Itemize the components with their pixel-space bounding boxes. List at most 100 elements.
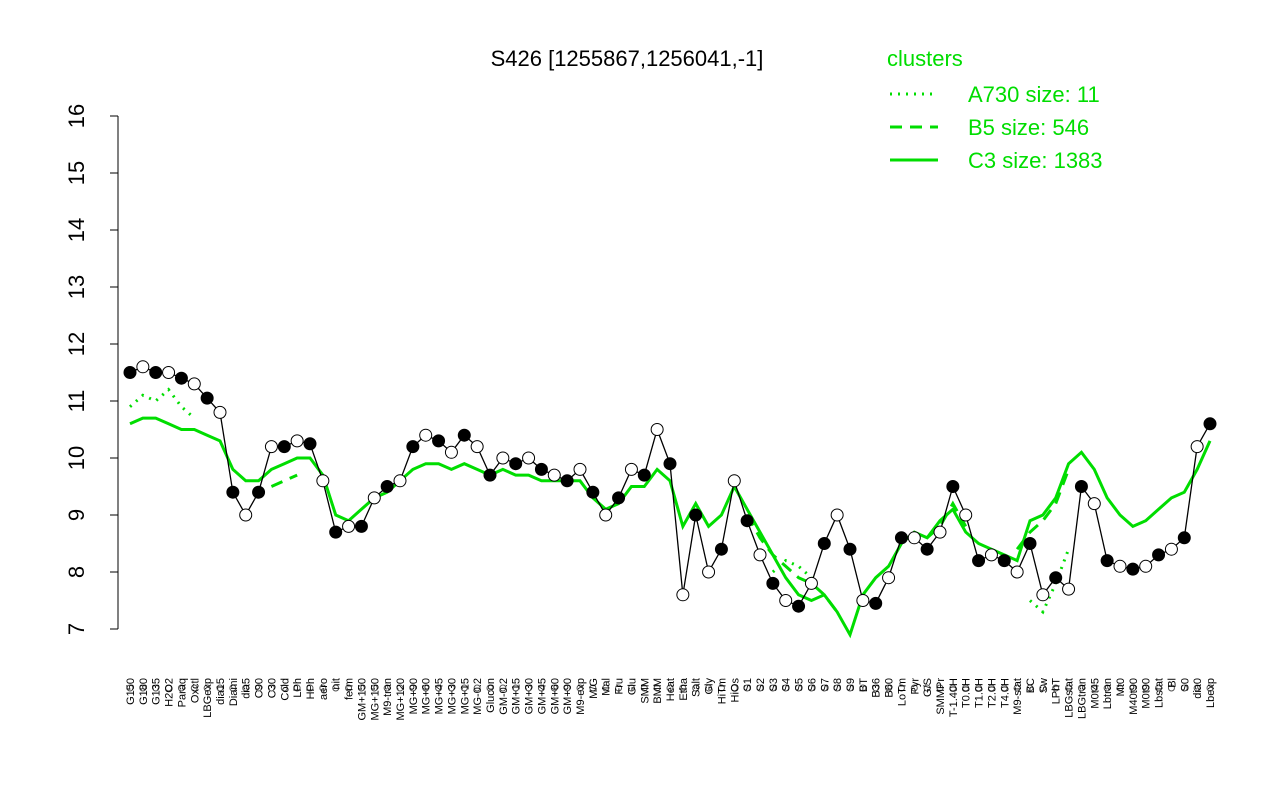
x-rug — [756, 684, 764, 692]
data-point — [123, 366, 137, 379]
x-rug — [1065, 684, 1073, 692]
x-rug — [422, 684, 430, 692]
data-point — [727, 474, 741, 488]
data-point — [560, 474, 574, 488]
y-tick-label: 13 — [64, 275, 89, 299]
x-tick-label: GM-0.2 — [498, 678, 510, 715]
cluster-line — [129, 387, 196, 420]
x-rug — [1193, 684, 1201, 692]
x-tick-label: G135 — [151, 678, 163, 705]
x-tick-label: M9-tran — [382, 678, 394, 716]
data-point — [650, 423, 664, 436]
x-rug — [242, 684, 250, 692]
x-rug — [563, 684, 571, 692]
x-tick-label: Fru — [614, 678, 626, 695]
x-tick-label: S5 — [794, 678, 806, 691]
legend-title: clusters — [887, 46, 963, 71]
x-tick-label: GM+30 — [524, 678, 536, 714]
data-point — [1177, 531, 1191, 545]
x-rug — [537, 684, 545, 692]
cluster-line — [745, 514, 839, 613]
x-rug — [190, 684, 198, 692]
data-point — [522, 451, 536, 465]
x-tick-label: GM+15 — [511, 678, 523, 714]
data-point — [444, 445, 458, 459]
x-tick-label: ferm — [344, 678, 356, 700]
x-rug — [910, 684, 918, 692]
x-tick-label: SMMPr — [935, 678, 947, 715]
x-rug — [717, 684, 725, 692]
x-rug — [615, 684, 623, 692]
x-rug — [1052, 684, 1060, 692]
x-rug — [923, 684, 931, 692]
x-rug — [1000, 684, 1008, 692]
x-rug — [370, 684, 378, 692]
x-rug — [126, 684, 134, 692]
x-rug — [820, 684, 828, 692]
x-tick-label: LBGstat — [1064, 678, 1076, 718]
data-point — [174, 371, 188, 385]
data-point — [136, 360, 150, 374]
data-point — [1049, 571, 1063, 585]
x-tick-label: LPhT — [1051, 678, 1063, 705]
data-point — [534, 462, 548, 476]
x-tick-label: Salt — [691, 678, 703, 697]
x-rug — [357, 684, 365, 692]
data-point — [432, 434, 446, 448]
x-rug — [486, 684, 494, 692]
data-point — [830, 508, 844, 522]
x-rug — [897, 684, 905, 692]
x-tick-label: M0t45 — [1089, 678, 1101, 709]
data-point — [290, 434, 304, 448]
x-rug — [512, 684, 520, 692]
x-tick-label: dia15 — [215, 678, 227, 705]
x-rug — [332, 684, 340, 692]
data-point — [1203, 417, 1217, 431]
data-point — [1074, 480, 1088, 493]
x-rug — [409, 684, 417, 692]
x-tick-label: dia0 — [1192, 678, 1204, 699]
data-point — [856, 594, 870, 607]
x-tick-label: M0t90 — [1141, 678, 1153, 709]
x-tick-label: GM+150 — [356, 678, 368, 721]
x-tick-label: Gly — [704, 678, 716, 695]
data-point — [766, 576, 780, 590]
data-point — [483, 468, 497, 482]
data-point — [612, 491, 626, 505]
data-point — [972, 554, 986, 568]
x-tick-label: Mt0 — [1115, 678, 1127, 696]
x-rug — [1026, 684, 1034, 692]
data-point — [1152, 548, 1166, 562]
x-tick-label: MG+150 — [369, 678, 381, 721]
data-point — [264, 440, 278, 454]
x-tick-label: MG-0.2 — [472, 678, 484, 715]
x-rug — [846, 684, 854, 692]
x-rug — [872, 684, 880, 692]
x-tick-label: Pyr — [909, 678, 921, 695]
data-point — [714, 542, 728, 556]
x-rug — [627, 684, 635, 692]
data-point — [1164, 542, 1178, 556]
x-rug — [473, 684, 481, 692]
data-point — [984, 548, 998, 562]
chart-title: S426 [1255867,1256041,-1] — [491, 46, 764, 71]
data-point — [457, 428, 471, 442]
x-tick-label: C90 — [254, 678, 266, 698]
data-point — [894, 531, 908, 545]
x-rug — [975, 684, 983, 692]
x-tick-label: GM+90 — [562, 678, 574, 714]
x-tick-label: T0.0H — [961, 678, 973, 708]
x-tick-label: HPh — [305, 678, 317, 699]
x-rug — [447, 684, 455, 692]
x-tick-label: dia5 — [241, 678, 253, 699]
data-point — [1190, 440, 1204, 454]
legend-label: A730 size: 11 — [968, 82, 1100, 107]
data-point — [663, 457, 677, 471]
data-point — [689, 508, 703, 522]
x-rug — [576, 684, 584, 692]
data-point — [624, 462, 638, 476]
x-rug — [1167, 684, 1175, 692]
data-point — [946, 480, 960, 493]
x-tick-label: nit — [331, 678, 343, 690]
x-tick-label: M/G — [588, 678, 600, 699]
